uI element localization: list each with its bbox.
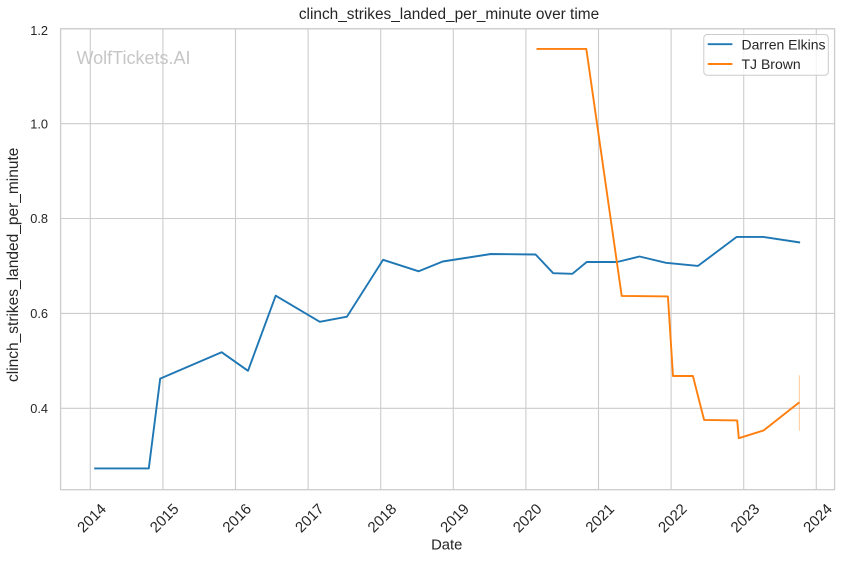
svg-text:clinch_strikes_landed_per_minu: clinch_strikes_landed_per_minute over ti… — [299, 6, 599, 23]
svg-text:1.0: 1.0 — [30, 117, 48, 132]
svg-text:WolfTickets.AI: WolfTickets.AI — [77, 48, 191, 68]
svg-text:0.6: 0.6 — [30, 306, 48, 321]
svg-text:0.4: 0.4 — [30, 401, 48, 416]
svg-text:0.8: 0.8 — [30, 211, 48, 226]
svg-text:Darren Elkins: Darren Elkins — [742, 36, 826, 52]
svg-text:TJ Brown: TJ Brown — [742, 56, 801, 72]
svg-text:1.2: 1.2 — [30, 23, 48, 38]
svg-text:clinch_strikes_landed_per_minu: clinch_strikes_landed_per_minute — [5, 148, 22, 382]
svg-text:Date: Date — [431, 537, 462, 553]
